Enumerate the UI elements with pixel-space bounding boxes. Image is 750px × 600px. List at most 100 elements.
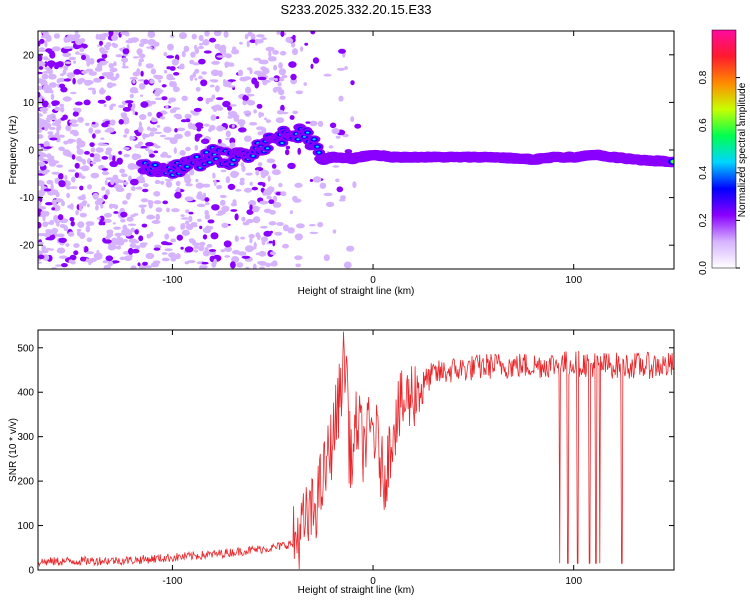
spectrogram-cell bbox=[60, 106, 65, 113]
spectrogram-cell bbox=[165, 105, 169, 110]
spectrogram-cell bbox=[42, 214, 46, 222]
spectrogram-cell bbox=[79, 232, 86, 240]
spectrogram-cell bbox=[278, 68, 287, 76]
spectrogram-cell bbox=[200, 79, 208, 87]
spectrogram-cell bbox=[220, 199, 226, 206]
spectrogram-cell bbox=[74, 172, 80, 179]
spectrogram-cell bbox=[189, 74, 194, 81]
spectrogram-cell bbox=[114, 178, 122, 184]
spectrogram-cell bbox=[86, 237, 93, 243]
spectrogram-cell bbox=[277, 82, 282, 87]
spectrogram-cell bbox=[335, 178, 340, 183]
spectrogram-cell bbox=[101, 156, 109, 160]
spectrogram-cell bbox=[300, 46, 304, 52]
spectrogram-y-axis-label: Frequency (Hz) bbox=[8, 116, 19, 185]
spectrogram-cell bbox=[188, 211, 194, 215]
spectrogram-cell bbox=[99, 215, 105, 222]
spectrogram-cell bbox=[149, 79, 155, 84]
spectrogram-cell bbox=[146, 214, 156, 220]
spectrogram-cell bbox=[278, 62, 283, 69]
spectrogram-cell bbox=[254, 39, 264, 44]
spectrogram-cell bbox=[76, 143, 81, 151]
y-tick-label: 400 bbox=[17, 388, 34, 399]
spectrogram-cell bbox=[164, 137, 173, 140]
spectrogram-cell bbox=[130, 90, 139, 94]
spectrogram-cell bbox=[96, 217, 101, 220]
spectrogram-cell bbox=[69, 254, 77, 261]
spectrogram-cell bbox=[246, 99, 252, 105]
spectrogram-cell bbox=[119, 168, 126, 174]
spectrogram-cell bbox=[184, 176, 192, 184]
spectrogram-cell bbox=[209, 79, 219, 82]
spectrogram-cell bbox=[103, 104, 107, 107]
spectrogram-cell bbox=[213, 108, 217, 112]
spectrogram-cell bbox=[78, 78, 86, 83]
spectrogram-cell bbox=[118, 119, 124, 125]
spectrogram-cell bbox=[263, 208, 272, 214]
spectrogram-cell bbox=[340, 195, 346, 200]
spectrogram-cell bbox=[278, 182, 283, 188]
spectrogram-cell bbox=[112, 222, 116, 225]
snr-ticks: -100 0 100 0 100 200 300 400 500 bbox=[17, 330, 674, 587]
x-tick-label: 100 bbox=[565, 576, 582, 587]
spectrogram-cell bbox=[259, 266, 265, 269]
spectrogram-cell bbox=[48, 73, 57, 80]
spectrogram-cell bbox=[100, 143, 108, 147]
spectrogram-cell bbox=[185, 146, 191, 152]
spectrogram-cell bbox=[78, 202, 85, 207]
spectrogram-cell bbox=[329, 122, 337, 129]
spectrogram-cell bbox=[271, 163, 277, 169]
spectrogram-cell bbox=[128, 247, 134, 255]
spectrogram-cell bbox=[267, 175, 271, 182]
spectrogram-cell bbox=[179, 32, 187, 40]
spectrogram-cell bbox=[154, 145, 161, 149]
spectrogram-ridge-cell bbox=[315, 145, 319, 148]
x-tick-label: 0 bbox=[370, 275, 376, 286]
spectrogram-cell bbox=[317, 221, 324, 228]
spectrogram-cell bbox=[181, 50, 186, 58]
spectrogram-cell bbox=[65, 243, 70, 247]
spectrogram-cell bbox=[165, 180, 173, 188]
spectrogram-cell bbox=[113, 61, 117, 67]
spectrogram-cell bbox=[47, 131, 54, 135]
spectrogram-cell bbox=[278, 89, 285, 96]
spectrogram-cell bbox=[323, 192, 333, 197]
spectrogram-cell bbox=[163, 126, 172, 133]
spectrogram-cell bbox=[107, 260, 114, 267]
spectrogram-cell bbox=[123, 154, 130, 158]
spectrogram-cell bbox=[266, 158, 276, 164]
spectrogram-cell bbox=[104, 212, 112, 218]
spectrogram-cell bbox=[149, 131, 155, 137]
spectrogram-cell bbox=[249, 39, 257, 43]
spectrogram-cell bbox=[274, 86, 283, 90]
spectrogram-cell bbox=[251, 186, 258, 191]
spectrogram-cell bbox=[166, 207, 170, 213]
spectrogram-cell bbox=[344, 66, 348, 70]
spectrogram-cell bbox=[227, 115, 233, 119]
spectrogram-cell bbox=[247, 31, 254, 37]
spectrogram-cell bbox=[38, 117, 43, 123]
spectrogram-cell bbox=[279, 50, 287, 56]
spectrogram-cell bbox=[188, 169, 195, 176]
spectrogram-cell bbox=[211, 60, 221, 65]
spectrogram-cell bbox=[106, 127, 115, 133]
spectrogram-cell bbox=[67, 169, 76, 173]
spectrogram-cell bbox=[57, 124, 62, 131]
spectrogram-cell bbox=[342, 133, 349, 138]
spectrogram-cell bbox=[304, 42, 309, 46]
spectrogram-cell bbox=[199, 225, 203, 230]
spectrogram-cell bbox=[183, 45, 190, 53]
spectrogram-cell bbox=[242, 100, 247, 106]
spectrogram-cell bbox=[38, 54, 43, 62]
spectrogram-cell bbox=[52, 122, 56, 126]
spectrogram-ridge-cell bbox=[195, 155, 199, 158]
spectrogram-cell bbox=[352, 181, 357, 189]
spectrogram-cell bbox=[81, 54, 86, 61]
spectrogram-cell bbox=[105, 189, 110, 196]
spectrogram-cell bbox=[122, 147, 130, 150]
spectrogram-cell bbox=[212, 172, 216, 179]
spectrogram-cell bbox=[47, 104, 51, 108]
spectrogram-cell bbox=[104, 179, 108, 186]
spectrogram-cell bbox=[75, 51, 80, 55]
